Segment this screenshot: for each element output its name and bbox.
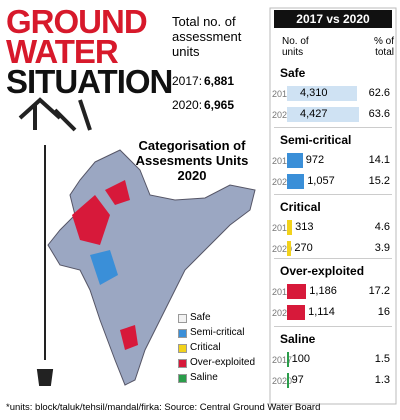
title-line: SITUATION xyxy=(6,63,173,100)
summary-value: 6,965 xyxy=(204,98,235,112)
legend-label: Semi-critical xyxy=(190,327,245,338)
divider xyxy=(274,127,392,128)
pct-label: 4.6 xyxy=(374,221,390,233)
units-label: 4,427 xyxy=(300,108,328,120)
divider xyxy=(274,194,392,195)
legend-swatch xyxy=(178,344,187,353)
bar xyxy=(287,107,359,122)
units-label: 270 xyxy=(294,242,313,254)
map-region xyxy=(120,325,138,350)
pct-label: 16 xyxy=(377,306,390,318)
divider xyxy=(274,258,392,259)
bar xyxy=(287,174,305,189)
legend-swatch xyxy=(178,329,187,338)
map-title: Categorisation of Assesments Units 2020 xyxy=(135,138,249,183)
units-label: 1,114 xyxy=(308,306,335,318)
pct-label: 63.6 xyxy=(368,108,390,120)
year-label: 2020 xyxy=(272,110,293,120)
bar xyxy=(287,241,292,256)
pct-label: 1.5 xyxy=(374,353,390,365)
units-label: 4,310 xyxy=(300,87,328,99)
summary-year: 2017: xyxy=(172,74,203,88)
units-label: 100 xyxy=(291,353,310,365)
legend-swatch xyxy=(178,314,187,323)
legend-label: Safe xyxy=(190,312,211,323)
pct-label: 17.2 xyxy=(368,285,390,297)
title-line: GROUND xyxy=(6,3,148,40)
divider xyxy=(274,326,392,327)
col-header: No. of units xyxy=(282,36,309,58)
pct-label: 14.1 xyxy=(368,154,390,166)
year-label: 2017 xyxy=(272,355,293,365)
year-label: 2020 xyxy=(272,308,293,318)
group-name: Critical xyxy=(280,200,321,214)
pct-label: 62.6 xyxy=(368,87,390,99)
summary-value: 6,881 xyxy=(204,74,235,88)
pipe-icon xyxy=(36,145,54,386)
panel-frame xyxy=(269,7,397,405)
panel-title: 2017 vs 2020 xyxy=(274,10,392,28)
map-region xyxy=(72,195,110,245)
col-header: % of total xyxy=(373,36,394,58)
units-label: 313 xyxy=(295,221,314,233)
units-label: 1,057 xyxy=(307,175,335,187)
year-label: 2017 xyxy=(272,223,293,233)
summary-label: Total no. of assessment units xyxy=(172,14,242,59)
bar xyxy=(287,352,289,367)
bar xyxy=(287,220,293,235)
group-name: Over-exploited xyxy=(280,264,365,278)
summary-year: 2020: xyxy=(172,98,203,112)
title-line: WATER xyxy=(6,33,119,70)
footer: *units: block/taluk/tehsil/mandal/firka:… xyxy=(6,402,321,413)
map-region xyxy=(105,180,130,205)
legend-label: Over-exploited xyxy=(190,357,256,368)
units-label: 97 xyxy=(291,374,304,386)
pct-label: 3.9 xyxy=(374,242,390,254)
year-label: 2020 xyxy=(272,244,293,254)
people-icon xyxy=(18,97,92,132)
pct-label: 15.2 xyxy=(368,175,390,187)
legend-label: Critical xyxy=(190,342,221,353)
group-name: Safe xyxy=(280,66,306,80)
units-label: 1,186 xyxy=(309,285,337,297)
legend-label: Saline xyxy=(190,372,218,383)
bar xyxy=(287,86,358,101)
group-name: Semi-critical xyxy=(280,133,352,147)
india-map xyxy=(47,149,256,386)
legend-swatch xyxy=(178,374,187,383)
year-label: 2017 xyxy=(272,156,293,166)
year-label: 2020 xyxy=(272,376,293,386)
year-label: 2017 xyxy=(272,89,293,99)
year-label: 2017 xyxy=(272,287,293,297)
year-label: 2020 xyxy=(272,177,293,187)
bar xyxy=(287,305,306,320)
bar xyxy=(287,284,307,299)
bar xyxy=(287,153,303,168)
legend-swatch xyxy=(178,359,187,368)
group-name: Saline xyxy=(280,332,316,346)
bar xyxy=(287,373,289,388)
units-label: 972 xyxy=(305,154,325,166)
map-region xyxy=(90,250,118,285)
pct-label: 1.3 xyxy=(374,374,390,386)
